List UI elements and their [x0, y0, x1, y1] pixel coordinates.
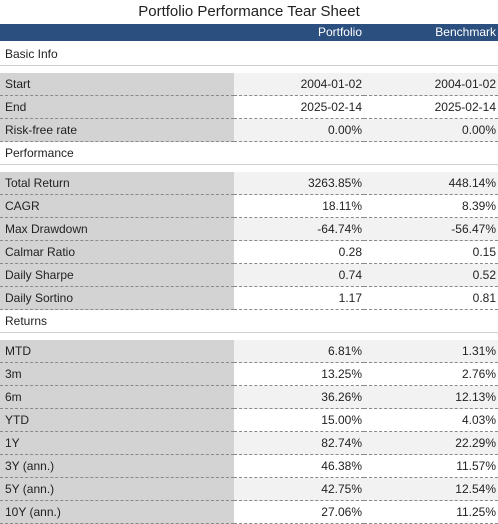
benchmark-value: 8.39% [364, 195, 498, 218]
portfolio-value: 46.38% [234, 455, 364, 478]
section-header-performance: Performance [0, 142, 498, 165]
table-row: 5Y (ann.) 42.75% 12.54% [0, 478, 498, 501]
row-label: Start [0, 73, 234, 96]
benchmark-value: 1.31% [364, 340, 498, 363]
section-spacer [0, 165, 498, 172]
benchmark-value: 22.29% [364, 432, 498, 455]
table-row: Daily Sortino 1.17 0.81 [0, 287, 498, 310]
row-label: MTD [0, 340, 234, 363]
table-row: Daily Sharpe 0.74 0.52 [0, 264, 498, 287]
row-label: 1Y [0, 432, 234, 455]
portfolio-value: 2025-02-14 [234, 96, 364, 119]
portfolio-value: 0.28 [234, 241, 364, 264]
row-label: YTD [0, 409, 234, 432]
portfolio-value: 18.11% [234, 195, 364, 218]
section-header-basic-info: Basic Info [0, 43, 498, 66]
row-label: 5Y (ann.) [0, 478, 234, 501]
table-row: Max Drawdown -64.74% -56.47% [0, 218, 498, 241]
portfolio-value: 1.17 [234, 287, 364, 310]
row-label: Daily Sortino [0, 287, 234, 310]
table-row: 6m 36.26% 12.13% [0, 386, 498, 409]
table-row: CAGR 18.11% 8.39% [0, 195, 498, 218]
portfolio-value: 0.00% [234, 119, 364, 142]
portfolio-value: 15.00% [234, 409, 364, 432]
benchmark-value: 0.15 [364, 241, 498, 264]
row-label: Max Drawdown [0, 218, 234, 241]
row-label: End [0, 96, 234, 119]
table-row: Risk-free rate 0.00% 0.00% [0, 119, 498, 142]
benchmark-value: 448.14% [364, 172, 498, 195]
benchmark-value: 4.03% [364, 409, 498, 432]
portfolio-value: 27.06% [234, 501, 364, 524]
row-label: 10Y (ann.) [0, 501, 234, 524]
section-header-returns: Returns [0, 310, 498, 333]
portfolio-value: 2004-01-02 [234, 73, 364, 96]
benchmark-value: -56.47% [364, 218, 498, 241]
table-row: End 2025-02-14 2025-02-14 [0, 96, 498, 119]
portfolio-value: 36.26% [234, 386, 364, 409]
row-label: CAGR [0, 195, 234, 218]
benchmark-value: 12.13% [364, 386, 498, 409]
table-row: Start 2004-01-02 2004-01-02 [0, 73, 498, 96]
row-label: Calmar Ratio [0, 241, 234, 264]
portfolio-value: 0.74 [234, 264, 364, 287]
portfolio-value: 82.74% [234, 432, 364, 455]
column-header-row: Portfolio Benchmark [0, 24, 498, 41]
portfolio-value: 6.81% [234, 340, 364, 363]
portfolio-value: -64.74% [234, 218, 364, 241]
page-title: Portfolio Performance Tear Sheet [138, 3, 360, 20]
table-row: YTD 15.00% 4.03% [0, 409, 498, 432]
table-row: 10Y (ann.) 27.06% 11.25% [0, 501, 498, 524]
benchmark-value: 11.57% [364, 455, 498, 478]
table-row: 3Y (ann.) 46.38% 11.57% [0, 455, 498, 478]
portfolio-value: 13.25% [234, 363, 364, 386]
benchmark-value: 11.25% [364, 501, 498, 524]
benchmark-value: 2025-02-14 [364, 96, 498, 119]
row-label: 6m [0, 386, 234, 409]
column-header-blank [0, 24, 234, 41]
table-row: Total Return 3263.85% 448.14% [0, 172, 498, 195]
row-label: Total Return [0, 172, 234, 195]
column-header-portfolio: Portfolio [317, 25, 362, 39]
row-label: 3m [0, 363, 234, 386]
column-header-benchmark: Benchmark [435, 25, 496, 39]
benchmark-value: 2004-01-02 [364, 73, 498, 96]
row-label: 3Y (ann.) [0, 455, 234, 478]
benchmark-value: 12.54% [364, 478, 498, 501]
section-spacer [0, 66, 498, 73]
row-label: Risk-free rate [0, 119, 234, 142]
section-spacer [0, 333, 498, 340]
benchmark-value: 0.52 [364, 264, 498, 287]
benchmark-value: 0.81 [364, 287, 498, 310]
table-row: Calmar Ratio 0.28 0.15 [0, 241, 498, 264]
row-label: Daily Sharpe [0, 264, 234, 287]
portfolio-value: 3263.85% [234, 172, 364, 195]
table-row: MTD 6.81% 1.31% [0, 340, 498, 363]
table-row: 1Y 82.74% 22.29% [0, 432, 498, 455]
table-row: 3m 13.25% 2.76% [0, 363, 498, 386]
benchmark-value: 2.76% [364, 363, 498, 386]
benchmark-value: 0.00% [364, 119, 498, 142]
portfolio-value: 42.75% [234, 478, 364, 501]
